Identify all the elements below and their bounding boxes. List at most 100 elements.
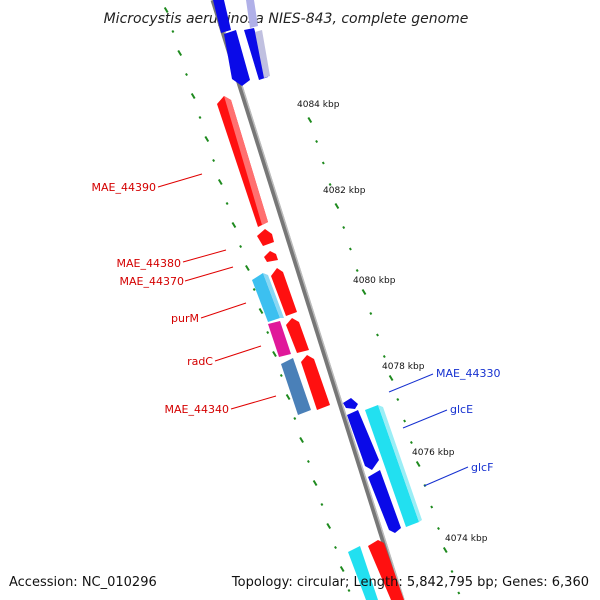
ring-tick <box>293 416 297 421</box>
ring-tick <box>388 374 394 382</box>
ring-tick <box>382 354 386 359</box>
leader-line <box>182 249 227 263</box>
ring-tick <box>321 161 325 165</box>
kbp-tick-label: 4074 kbp <box>445 534 488 544</box>
gene-label-purM[interactable]: purM <box>171 312 199 325</box>
ring-tick <box>266 330 270 335</box>
gene-glcF[interactable] <box>368 470 401 533</box>
ring-tick <box>312 479 318 487</box>
gene-arrow[interactable] <box>246 0 258 28</box>
gene-label-MAE_44390[interactable]: MAE_44390 <box>92 181 156 194</box>
ring-tick <box>163 6 169 14</box>
ring-tick <box>442 546 448 554</box>
ring-tick <box>279 373 283 378</box>
ring-tick <box>347 588 351 593</box>
ring-tick <box>409 440 413 445</box>
ring-tick <box>437 526 440 531</box>
ring-tick <box>328 182 332 187</box>
gene-purM[interactable] <box>252 273 280 322</box>
ring-tick <box>245 264 250 272</box>
gene-label-MAE_44380[interactable]: MAE_44380 <box>117 257 181 270</box>
tick-rings <box>163 6 461 595</box>
ring-tick <box>326 522 332 530</box>
genome-backbone <box>210 0 405 600</box>
gene-red-bottom[interactable] <box>368 540 404 600</box>
gene-features <box>213 0 422 600</box>
leader-line <box>214 345 262 362</box>
ring-tick <box>450 569 454 574</box>
ring-tick <box>415 460 421 468</box>
gene-purM-shade[interactable] <box>263 273 284 318</box>
gene-label-MAE_44330[interactable]: MAE_44330 <box>436 367 500 380</box>
gene-MAE_44380[interactable] <box>257 229 274 246</box>
gene-MAE_44330[interactable] <box>343 398 358 409</box>
ring-tick <box>315 139 319 144</box>
gene-cyan[interactable] <box>365 405 419 527</box>
ring-tick <box>285 393 291 401</box>
ring-tick <box>376 333 379 337</box>
map-title: Microcystis aeruginosa NIES-843, complet… <box>104 11 469 27</box>
ring-tick <box>320 502 324 507</box>
ring-tick <box>185 72 188 77</box>
forward-leaders <box>388 373 469 487</box>
ring-tick <box>239 244 243 249</box>
genome-summary-text: Topology: circular; Length: 5,842,795 bp… <box>231 575 589 590</box>
gene-radC[interactable] <box>268 321 291 357</box>
gene-red-lower[interactable] <box>301 355 330 410</box>
ring-tick <box>334 202 340 210</box>
kbp-tick-label: 4076 kbp <box>412 448 455 458</box>
kbp-tick-label: 4084 kbp <box>297 100 340 110</box>
leader-line <box>184 266 234 282</box>
ring-tick <box>198 115 202 120</box>
ring-tick <box>177 49 183 57</box>
gene-arrow[interactable] <box>224 30 250 86</box>
ring-tick <box>348 247 352 251</box>
gene-label-glcF[interactable]: glcF <box>471 461 493 474</box>
ring-tick <box>258 307 264 315</box>
ring-tick <box>403 419 407 423</box>
gene-label-glcE[interactable]: glcE <box>450 403 473 416</box>
ring-tick <box>369 311 373 316</box>
gene-label-MAE_44370[interactable]: MAE_44370 <box>120 275 184 288</box>
leader-line <box>230 395 277 410</box>
ring-tick <box>361 288 367 296</box>
ring-tick <box>355 268 359 273</box>
ring-tick <box>204 135 210 143</box>
gene-MAE_44340[interactable] <box>281 358 311 415</box>
ring-tick <box>430 505 434 509</box>
leader-line <box>157 173 203 188</box>
kbp-tick-label: 4080 kbp <box>353 276 396 286</box>
leader-line <box>423 466 469 487</box>
leader-line <box>402 409 448 429</box>
ring-tick <box>339 565 345 573</box>
ring-tick <box>231 221 237 229</box>
ring-tick <box>190 92 196 100</box>
ring-tick <box>299 436 304 444</box>
ring-tick <box>307 116 313 124</box>
ring-tick <box>225 201 229 206</box>
ring-tick <box>396 397 400 402</box>
kbp-tick-label: 4078 kbp <box>382 362 425 372</box>
gene-label-radC[interactable]: radC <box>187 355 213 368</box>
gene-MAE_44390-shade[interactable] <box>224 96 268 225</box>
gene-small-red[interactable] <box>264 251 278 262</box>
ring-tick <box>171 29 175 34</box>
ring-tick <box>306 459 310 464</box>
gene-label-MAE_44340[interactable]: MAE_44340 <box>165 403 229 416</box>
leader-line <box>200 302 247 319</box>
leader-line <box>388 373 434 393</box>
ring-tick <box>212 158 216 163</box>
gene-cyan-shade[interactable] <box>378 405 422 522</box>
ring-tick <box>342 225 346 230</box>
kbp-tick-label: 4082 kbp <box>323 186 366 196</box>
ring-tick <box>272 350 277 358</box>
gene-arrow[interactable] <box>213 0 231 33</box>
gene-MAE_44370[interactable] <box>271 268 297 316</box>
gene-cyan-bottom[interactable] <box>348 546 378 600</box>
gene-red-mid[interactable] <box>286 318 309 353</box>
ring-tick <box>217 178 223 186</box>
ring-tick <box>457 591 461 595</box>
gene-arrow[interactable] <box>255 30 270 78</box>
gene-glcE[interactable] <box>347 410 379 470</box>
